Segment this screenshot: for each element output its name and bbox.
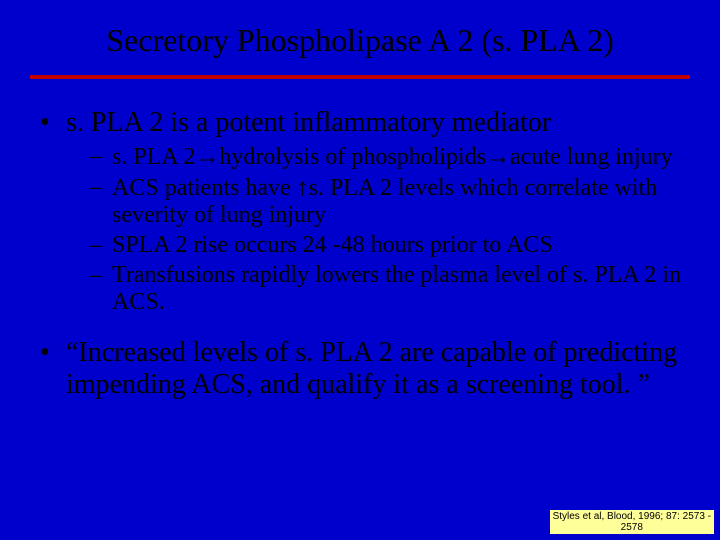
sub-bullet-item: SPLA 2 rise occurs 24 -48 hours prior to…: [90, 232, 690, 260]
text-segment: ACS patients have: [112, 175, 297, 201]
title-wrap: Secretory Phospholipase A 2 (s. PLA 2): [30, 22, 690, 69]
horizontal-rule: [30, 75, 690, 79]
bullet-item: “Increased levels of s. PLA 2 are capabl…: [40, 337, 690, 401]
slide: Secretory Phospholipase A 2 (s. PLA 2) s…: [0, 0, 720, 540]
text-segment: acute lung injury: [510, 144, 673, 170]
right-arrow-icon: →: [486, 143, 510, 170]
sub-bullet-item: Transfusions rapidly lowers the plasma l…: [90, 262, 690, 317]
bullet-text: s. PLA 2 is a potent inflammatory mediat…: [66, 107, 551, 138]
slide-title: Secretory Phospholipase A 2 (s. PLA 2): [30, 22, 690, 69]
text-segment: SPLA 2 rise occurs 24 -48 hours prior to…: [112, 232, 553, 258]
sub-bullet-item: s. PLA 2→hydrolysis of phospholipids→acu…: [90, 143, 690, 172]
up-arrow-icon: ↑: [297, 174, 309, 201]
bullet-list: s. PLA 2 is a potent inflammatory mediat…: [30, 107, 690, 401]
sub-bullet-item: ACS patients have ↑s. PLA 2 levels which…: [90, 174, 690, 230]
text-segment: s. PLA 2: [112, 144, 195, 170]
sub-bullet-list: s. PLA 2→hydrolysis of phospholipids→acu…: [66, 143, 690, 317]
bullet-item: s. PLA 2 is a potent inflammatory mediat…: [40, 107, 690, 317]
text-segment: hydrolysis of phospholipids: [219, 144, 486, 170]
text-segment: Transfusions rapidly lowers the plasma l…: [112, 262, 681, 316]
citation-box: Styles et al, Blood, 1996; 87: 2573 - 25…: [550, 510, 714, 534]
bullet-text: “Increased levels of s. PLA 2 are capabl…: [66, 337, 677, 400]
right-arrow-icon: →: [195, 143, 219, 170]
